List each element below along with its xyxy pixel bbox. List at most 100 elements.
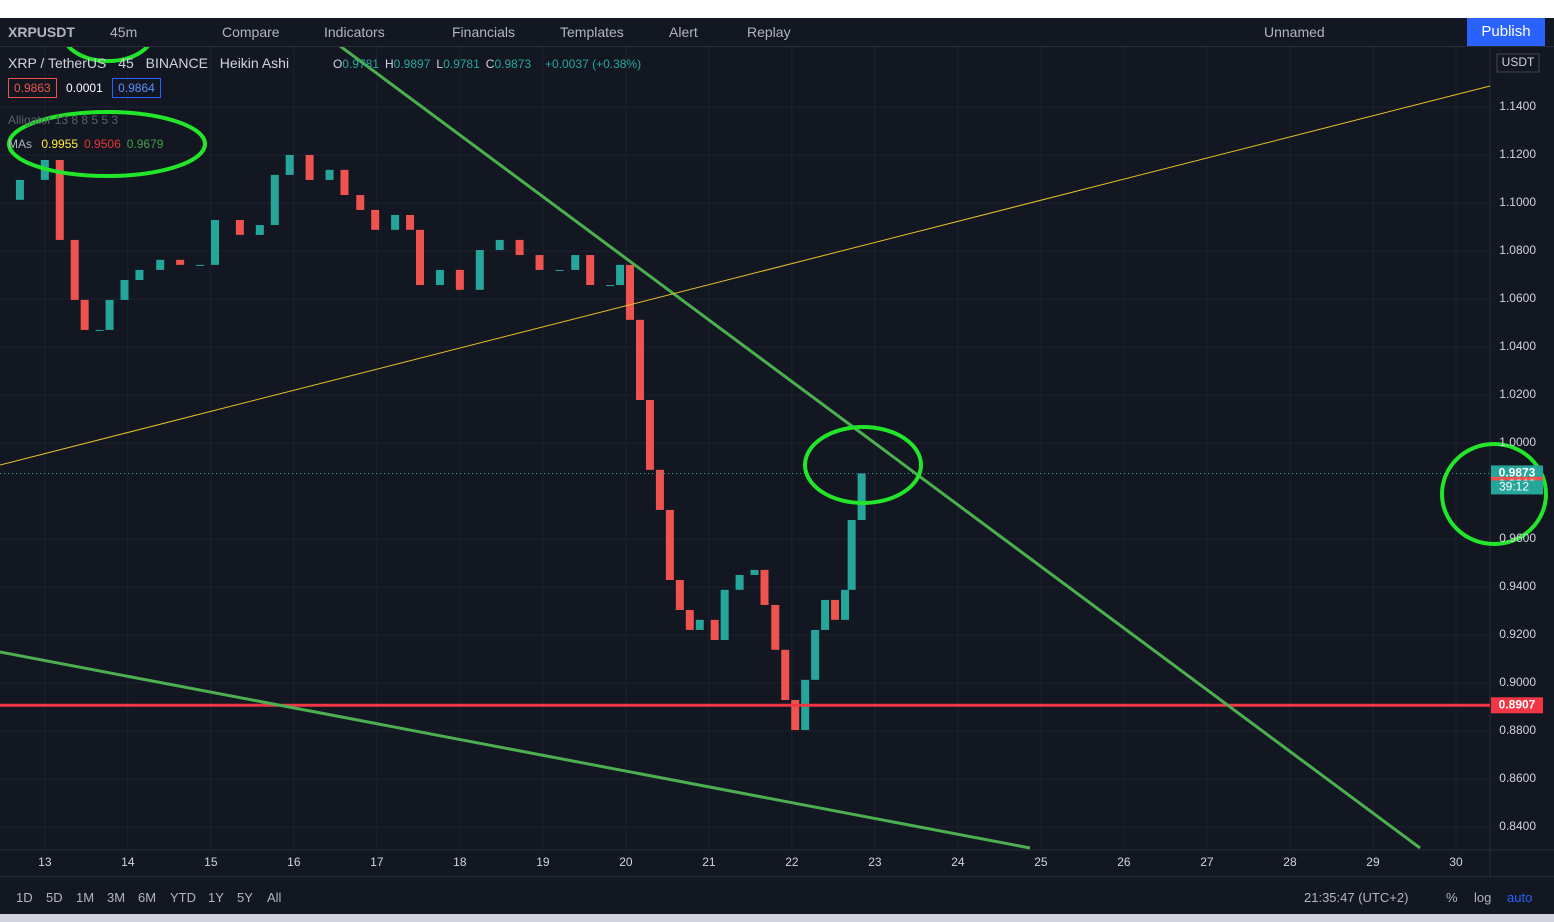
chart-bg — [0, 46, 1554, 876]
layout-name[interactable]: Unnamed — [1264, 24, 1325, 40]
y-tick-label: 0.8400 — [1499, 819, 1536, 833]
bottom-bar: 1D 5D 1M 3M 6M YTD 1Y 5Y All 21:35:47 (UTC+2)% log… — [0, 876, 1554, 915]
candle-body — [325, 169, 334, 180]
ma-value: 0.9506 — [84, 137, 121, 151]
range-button[interactable]: 1Y — [208, 890, 224, 905]
annotation-circle — [7, 110, 207, 178]
candle-body — [645, 400, 654, 470]
toolbar-button[interactable]: Compare — [222, 24, 280, 40]
candle-body — [176, 259, 185, 265]
range-button[interactable]: 1D — [16, 890, 33, 905]
candle-body — [635, 319, 644, 400]
x-tick-label: 26 — [1117, 855, 1131, 869]
trend-line — [0, 85, 1491, 466]
x-tick-label: 19 — [536, 855, 550, 869]
publish-button[interactable]: Publish — [1467, 18, 1545, 46]
range-button[interactable]: All — [267, 890, 282, 905]
range-button[interactable]: 6M — [138, 890, 157, 905]
scale-option[interactable]: log — [1474, 890, 1492, 905]
exchange: BINANCE — [145, 55, 208, 71]
x-tick-label: 20 — [619, 855, 633, 869]
candle-body — [606, 285, 615, 287]
candle-body — [811, 629, 820, 680]
candle-body — [371, 209, 380, 230]
indicator-name: MAs — [8, 137, 32, 151]
candle-body — [720, 589, 729, 640]
scale-option[interactable]: % — [1446, 890, 1458, 905]
range-button[interactable]: 3M — [107, 890, 126, 905]
toolbar-button[interactable]: Replay — [747, 24, 791, 40]
candle-body — [847, 520, 856, 590]
x-tick-label: 14 — [121, 855, 135, 869]
bid[interactable]: 0.9863 — [8, 78, 57, 98]
candle-body — [791, 700, 800, 730]
scale-option[interactable]: auto — [1507, 890, 1533, 905]
y-tick-label: 1.1400 — [1499, 99, 1536, 113]
candle-body — [210, 220, 219, 265]
range-button[interactable]: 5Y — [237, 890, 253, 905]
candle-body — [196, 264, 205, 266]
y-tick-label: 1.0400 — [1499, 339, 1536, 353]
y-tick-label: 1.0600 — [1499, 291, 1536, 305]
toolbar-button[interactable]: Alert — [669, 24, 698, 40]
price-label: 0.9873 — [1499, 466, 1536, 480]
x-tick-label: 24 — [951, 855, 965, 869]
candle-body — [626, 264, 635, 320]
x-tick-label: 16 — [287, 855, 301, 869]
ohlc-value: 0.9781 — [342, 57, 379, 71]
candle-body — [135, 269, 144, 280]
annotation-circle — [1440, 442, 1548, 546]
spread: 0.0001 — [66, 81, 103, 95]
currency: USDT — [1502, 55, 1535, 69]
toolbar-button[interactable]: Financials — [452, 24, 516, 40]
candle-body — [95, 329, 104, 331]
candle-body — [616, 264, 625, 286]
candle-body — [105, 299, 114, 330]
range-button[interactable]: YTD — [170, 890, 196, 905]
candle-body — [515, 239, 524, 256]
annotation-circle — [65, 46, 151, 63]
ask[interactable]: 0.9864 — [112, 78, 161, 98]
candle-body — [455, 269, 464, 290]
y-tick-label: 1.1200 — [1499, 147, 1536, 161]
interval[interactable]: 45m — [110, 24, 138, 40]
x-tick-label: 29 — [1366, 855, 1380, 869]
y-tick-label: 0.9600 — [1499, 531, 1536, 545]
change: +0.0037 (+0.38%) — [545, 57, 642, 71]
range-button[interactable]: 1M — [76, 890, 95, 905]
x-tick-label: 21 — [702, 855, 716, 869]
candle-body — [156, 259, 165, 270]
candle-body — [120, 280, 129, 300]
candle-body — [80, 299, 89, 330]
candle-body — [665, 509, 674, 580]
candle-body — [750, 569, 759, 575]
toolbar-button[interactable]: Indicators — [324, 24, 385, 40]
chart: USDT 0.8400 0.8600 0.8800 0.9000 0.9200 0.940… — [0, 46, 1554, 876]
candle-body — [685, 610, 694, 630]
y-tick-label: 1.1000 — [1499, 195, 1536, 209]
footer-strip — [0, 914, 1554, 922]
symbol[interactable]: XRPUSDT — [8, 24, 75, 40]
trend-line — [339, 46, 1421, 850]
trend-line — [0, 650, 1031, 850]
pair: XRP / TetherUS — [8, 55, 107, 71]
candle-body — [15, 179, 24, 200]
ma-value: 0.9679 — [126, 137, 164, 151]
y-tick-label: 0.9400 — [1499, 579, 1536, 593]
candle-body — [771, 604, 780, 650]
y-tick-label: 1.0200 — [1499, 387, 1536, 401]
x-tick-label: 27 — [1200, 855, 1214, 869]
ma-value: 0.9955 — [41, 137, 79, 151]
candle-body — [841, 589, 850, 620]
candle-body — [571, 255, 580, 270]
candle-body — [416, 229, 425, 286]
ohlc-value: 0.9897 — [393, 57, 431, 71]
range-button[interactable]: 5D — [46, 890, 63, 905]
x-tick-label: 13 — [38, 855, 52, 869]
candle-body — [735, 574, 744, 590]
toolbar-button[interactable]: Templates — [560, 24, 624, 40]
y-tick-label: 0.8600 — [1499, 771, 1536, 785]
countdown: 39:12 — [1499, 480, 1529, 494]
candle-body — [285, 154, 294, 175]
